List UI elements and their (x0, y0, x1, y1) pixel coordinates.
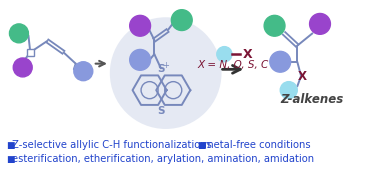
Text: X: X (297, 70, 307, 83)
Circle shape (310, 13, 330, 34)
Text: S: S (157, 106, 165, 116)
Bar (27, 49, 34, 56)
Text: metal-free conditions: metal-free conditions (203, 140, 310, 150)
Circle shape (270, 51, 291, 72)
Text: S: S (157, 64, 165, 74)
Circle shape (171, 10, 192, 31)
Ellipse shape (110, 17, 222, 129)
Text: X = N, O, S, C: X = N, O, S, C (197, 60, 268, 70)
Circle shape (74, 62, 93, 81)
Circle shape (130, 49, 150, 70)
Text: ■: ■ (6, 141, 14, 150)
Circle shape (13, 58, 32, 77)
Text: ■: ■ (197, 141, 205, 150)
Text: ■: ■ (6, 155, 14, 164)
Text: Z-alkenes: Z-alkenes (281, 93, 344, 106)
Circle shape (130, 15, 150, 36)
Circle shape (217, 47, 232, 62)
Circle shape (280, 82, 297, 99)
Text: esterification, etherification, arylation, amination, amidation: esterification, etherification, arylatio… (12, 154, 314, 164)
Text: X: X (242, 48, 252, 61)
Circle shape (9, 24, 28, 43)
Text: +: + (162, 61, 169, 70)
Text: Z-selective allylic C-H functionalizations: Z-selective allylic C-H functionalizatio… (12, 140, 212, 150)
Circle shape (264, 15, 285, 36)
